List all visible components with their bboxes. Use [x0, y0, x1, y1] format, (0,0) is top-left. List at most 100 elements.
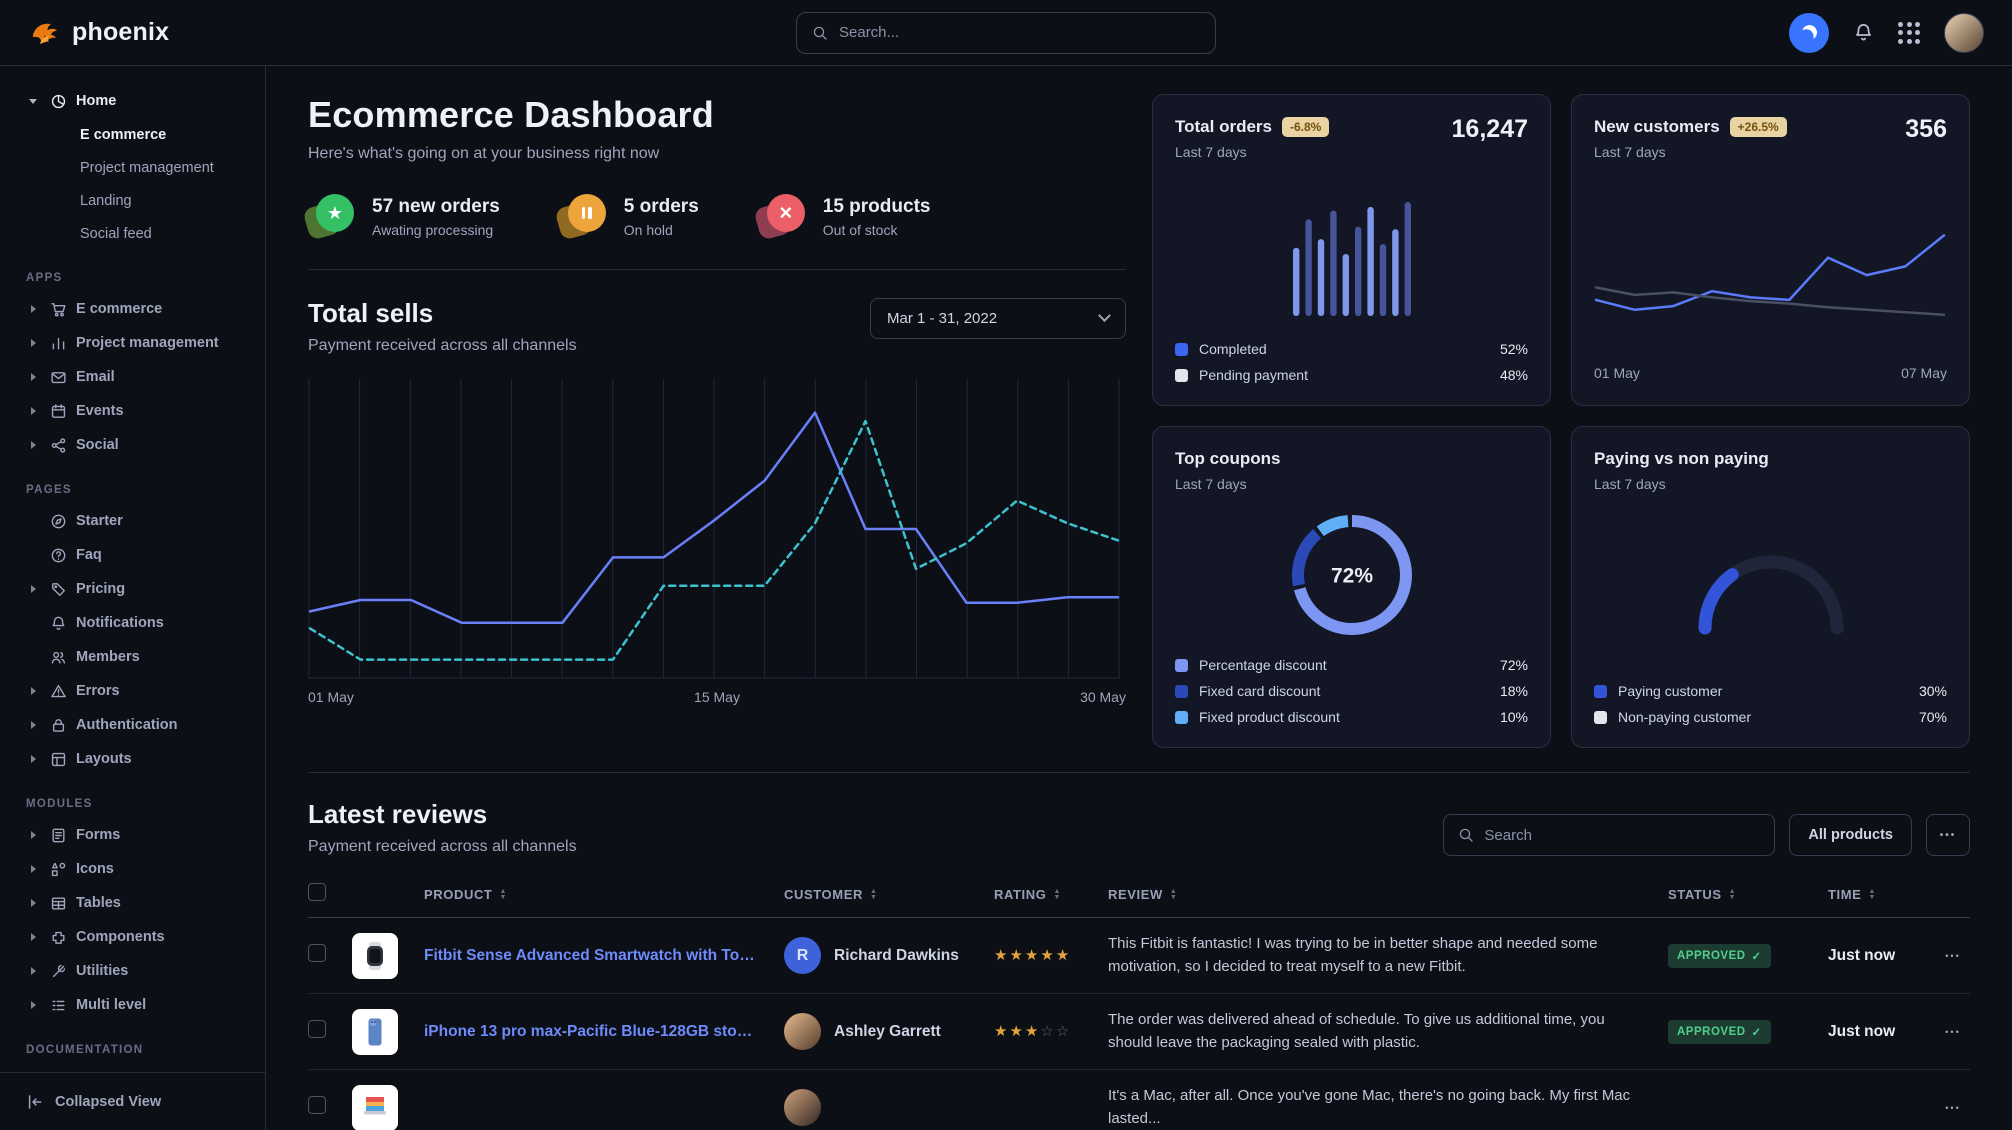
sidebar-item-label: Forms [76, 827, 121, 843]
sidebar-item-label: Events [76, 403, 124, 419]
brand[interactable]: phoenix [28, 16, 169, 50]
legend-item: Percentage discount 72% [1175, 657, 1528, 673]
collapse-sidebar-button[interactable]: Collapsed View [0, 1072, 265, 1130]
select-all-checkbox[interactable] [308, 883, 326, 901]
column-header-product[interactable]: Product ▲ ▼ [424, 887, 508, 902]
top-coupons-card: Top coupons Last 7 days 72% Percentage d… [1152, 426, 1551, 748]
sidebar-subitem-landing[interactable]: Landing [80, 192, 132, 209]
star-icon: ★ [1024, 947, 1041, 964]
row-menu-button[interactable]: ••• [1945, 1026, 1961, 1037]
sidebar-item-email[interactable]: Email [18, 360, 247, 394]
paying-gauge-chart [1698, 555, 1843, 634]
legend-swatch [1175, 368, 1188, 382]
sidebar-subitem-e-commerce[interactable]: E commerce [80, 126, 167, 143]
sidebar-item-label: Pricing [76, 581, 126, 597]
sidebar-item-layouts[interactable]: Layouts [18, 742, 247, 776]
sidebar-item-notifications[interactable]: Notifications [18, 606, 247, 640]
layout-icon [51, 752, 65, 766]
sidebar-item-events[interactable]: Events [18, 394, 247, 428]
all-products-button[interactable]: All products [1789, 814, 1912, 856]
theme-toggle-button[interactable] [1789, 12, 1829, 53]
notifications-button[interactable] [1853, 22, 1874, 43]
review-time: Just now [1828, 946, 1896, 964]
reviews-search[interactable] [1443, 814, 1776, 856]
sidebar-item-home[interactable]: Home [18, 84, 247, 118]
row-checkbox[interactable] [308, 1096, 326, 1114]
sidebar-subitem-project-management[interactable]: Project management [80, 159, 214, 176]
sidebar-item-e-commerce[interactable]: E commerce [18, 292, 247, 326]
row-checkbox[interactable] [308, 1020, 326, 1038]
sort-icon: ▲ ▼ [1868, 887, 1876, 901]
legend-label: Completed [1199, 341, 1267, 357]
row-checkbox[interactable] [308, 944, 326, 962]
sidebar-item-tables[interactable]: Tables [18, 886, 247, 920]
sidebar-item-project-management[interactable]: Project management [18, 326, 247, 360]
sidebar-item-label: Project management [76, 335, 219, 351]
legend-label: Pending payment [1199, 367, 1308, 383]
review-text: This Fitbit is fantastic! I was trying t… [1108, 935, 1598, 975]
card-title: Total orders [1175, 117, 1272, 136]
sidebar-item-utilities[interactable]: Utilities [18, 954, 247, 988]
total-sells-x-axis: 01 May 15 May 30 May [308, 689, 1126, 705]
sidebar-subitem-social-feed[interactable]: Social feed [80, 225, 152, 242]
shapes-icon [51, 862, 65, 876]
sidebar-item-members[interactable]: Members [18, 640, 247, 674]
row-menu-button[interactable]: ••• [1945, 1102, 1961, 1113]
sidebar-item-faq[interactable]: Faq [18, 538, 247, 572]
sidebar-item-forms[interactable]: Forms [18, 818, 247, 852]
pause-icon [553, 194, 606, 241]
column-header-status[interactable]: Status ▲ ▼ [1668, 887, 1737, 902]
reviews-table: Product ▲ ▼ Customer ▲ ▼ Rating ▲ ▼ Review ▲ ▼ Statu… [308, 872, 1970, 1130]
star-icon: ★ [1009, 947, 1025, 964]
list-icon [51, 1000, 65, 1010]
star-icon: ★ [1040, 947, 1056, 964]
stat-caption: Out of stock [822, 222, 898, 238]
column-header-review[interactable]: Review ▲ ▼ [1108, 887, 1178, 902]
product-link[interactable]: Fitbit Sense Advanced Smartwatch with To… [424, 946, 756, 964]
apps-grid-button[interactable] [1898, 21, 1920, 44]
customer-cell: R Richard Dawkins [784, 937, 994, 974]
row-menu-button[interactable]: ••• [1945, 950, 1961, 961]
sidebar-item-starter[interactable]: Starter [18, 504, 247, 538]
star-icon: ★ [994, 1023, 1010, 1040]
review-text: The order was delivered ahead of schedul… [1108, 1011, 1605, 1051]
user-avatar[interactable] [1944, 12, 1984, 53]
global-search-input[interactable] [839, 24, 1200, 41]
caret-icon [26, 99, 40, 104]
legend-item: Fixed card discount 18% [1175, 683, 1528, 699]
column-header-time[interactable]: Time ▲ ▼ [1828, 887, 1876, 902]
global-search[interactable] [796, 11, 1216, 54]
product-link[interactable]: iPhone 13 pro max-Pacific Blue-128GB sto… [424, 1022, 756, 1040]
reviews-subtitle: Payment received across all channels [308, 838, 577, 855]
total-orders-card: Total orders -6.8% Last 7 days 16,247 Co… [1152, 94, 1551, 406]
table-row: iPhone 13 pro max-Pacific Blue-128GB sto… [308, 994, 1970, 1070]
legend-value: 72% [1499, 657, 1528, 673]
sidebar-item-components[interactable]: Components [18, 920, 247, 954]
bell-icon [1856, 24, 1871, 41]
bell-icon [51, 616, 65, 630]
caret-icon [26, 585, 40, 593]
kpi-cards: Total orders -6.8% Last 7 days 16,247 Co… [1152, 94, 1970, 748]
date-range-select[interactable]: Mar 1 - 31, 2022 [870, 298, 1126, 339]
sidebar-item-social[interactable]: Social [18, 428, 247, 462]
sidebar-item-label: Tables [76, 895, 121, 911]
sidebar-item-authentication[interactable]: Authentication [18, 708, 247, 742]
sidebar-item-icons[interactable]: Icons [18, 852, 247, 886]
column-header-rating[interactable]: Rating ▲ ▼ [994, 887, 1061, 902]
users-icon [51, 651, 65, 664]
reviews-search-input[interactable] [1484, 826, 1761, 844]
sidebar-item-label: Authentication [76, 717, 178, 733]
sort-icon: ▲ ▼ [869, 887, 878, 901]
stat-label: 5 orders [623, 196, 699, 217]
sidebar-item-multi-level[interactable]: Multi level [18, 988, 247, 1022]
sidebar-item-pricing[interactable]: Pricing [18, 572, 247, 606]
column-header-customer[interactable]: Customer ▲ ▼ [784, 887, 878, 902]
total-orders-legend: Completed 52% Pending payment 48% [1175, 341, 1528, 383]
reviews-menu-button[interactable]: ••• [1926, 814, 1970, 856]
tag-icon [51, 582, 65, 596]
sidebar-item-label: Faq [76, 547, 102, 563]
card-title: Top coupons [1175, 449, 1281, 468]
bar-chart-icon [52, 337, 64, 350]
sidebar-item-errors[interactable]: Errors [18, 674, 247, 708]
caret-icon [26, 407, 40, 415]
